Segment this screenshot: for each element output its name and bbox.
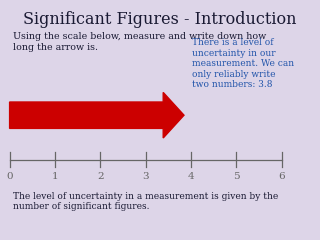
Text: 6: 6 [278,172,285,180]
Text: 1: 1 [52,172,58,180]
Text: There is a level of
uncertainty in our
measurement. We can
only reliably write
t: There is a level of uncertainty in our m… [192,38,294,89]
Text: Using the scale below, measure and write down how
long the arrow is.: Using the scale below, measure and write… [13,32,266,52]
Text: Significant Figures - Introduction: Significant Figures - Introduction [23,11,297,28]
Text: 3: 3 [142,172,149,180]
Text: 5: 5 [233,172,240,180]
Text: 2: 2 [97,172,104,180]
FancyArrow shape [10,92,184,138]
Text: The level of uncertainty in a measurement is given by the
number of significant : The level of uncertainty in a measuremen… [13,192,278,211]
Text: 4: 4 [188,172,194,180]
Text: 0: 0 [6,172,13,180]
